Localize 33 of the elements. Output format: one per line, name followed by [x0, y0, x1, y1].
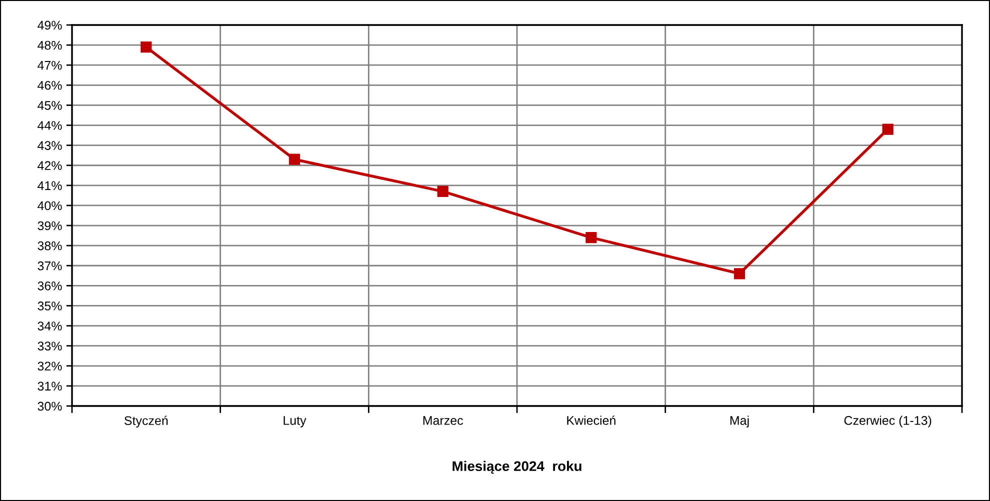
- y-tick-label: 38%: [38, 241, 62, 250]
- y-tick-label: 47%: [38, 60, 62, 70]
- y-tick-label: 30%: [38, 402, 62, 411]
- point: [140, 42, 152, 53]
- y-tick-label: 49%: [38, 20, 62, 30]
- y-tick-label: 31%: [38, 382, 62, 391]
- y-tick-label: 35%: [38, 302, 62, 310]
- y-tick-label: 44%: [38, 121, 62, 130]
- point: [734, 268, 746, 280]
- x-tick-label: Marzec: [423, 416, 463, 425]
- x-tick-label: Luty: [284, 416, 306, 428]
- x-tick-label: Maj: [730, 416, 749, 428]
- y-tick-label: 32%: [38, 362, 62, 371]
- y-tick-label: 42%: [38, 161, 62, 170]
- y-tick-label: 37%: [38, 261, 62, 270]
- y-tick-label: 46%: [38, 80, 62, 90]
- point: [586, 232, 597, 244]
- y-tick-label: 34%: [38, 322, 62, 330]
- x-tick-label: Kwiecień: [567, 416, 616, 425]
- y-tick-label: 45%: [38, 101, 62, 110]
- x-tick-label: Czerwiec (1-13): [844, 416, 932, 428]
- point: [882, 124, 894, 135]
- point: [437, 186, 448, 197]
- y-tick-label: 33%: [38, 342, 62, 350]
- x-tick-label: Styczeń: [124, 416, 168, 428]
- y-tick-label: 39%: [38, 221, 62, 230]
- y-tick-label: 48%: [38, 40, 62, 50]
- y-tick-label: 41%: [38, 181, 62, 190]
- x-axis-title: Miesiące 2024 roku: [452, 460, 582, 474]
- y-tick-label: 36%: [38, 281, 62, 290]
- y-tick-label: 43%: [38, 141, 62, 150]
- y-tick-label: 40%: [38, 201, 62, 210]
- point: [288, 154, 300, 165]
